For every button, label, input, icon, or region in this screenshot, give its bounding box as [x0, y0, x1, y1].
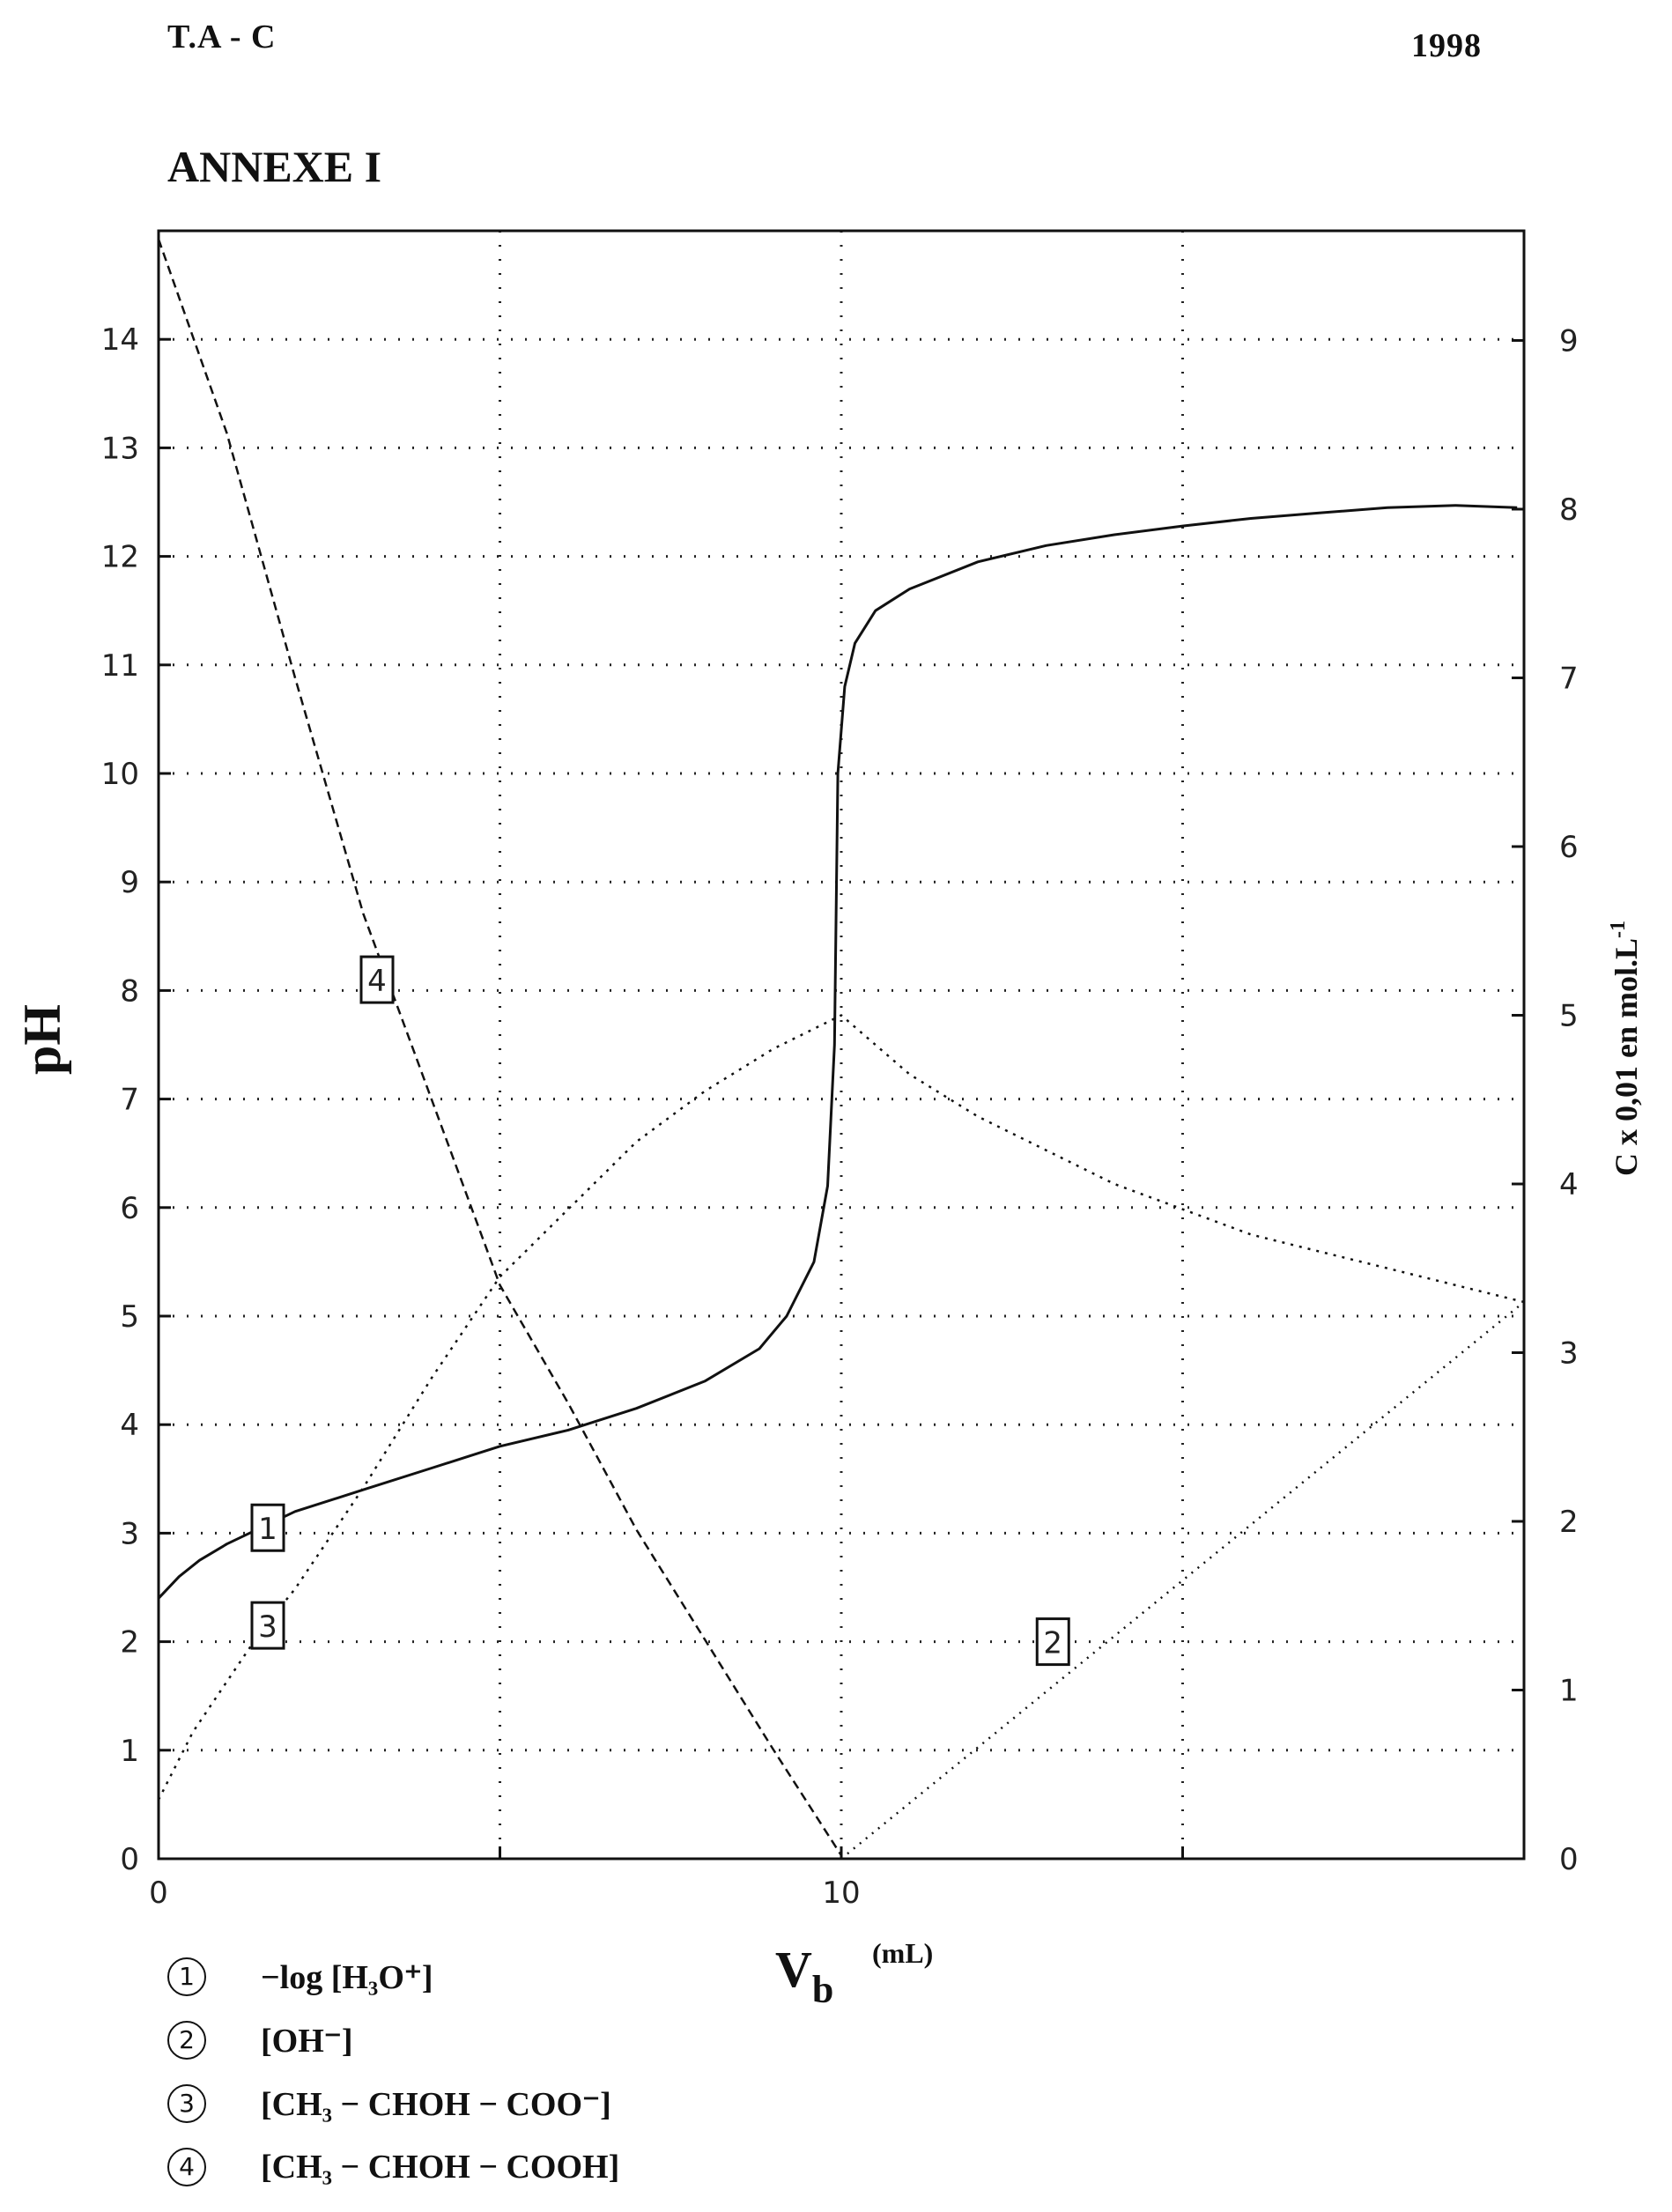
- y-tick-label: 5: [120, 1299, 139, 1335]
- legend-number-4: 4: [167, 2148, 206, 2186]
- curve-label-box-1: [250, 1503, 285, 1552]
- y-tick-label: 3: [120, 1516, 139, 1551]
- y2-tick-label: 2: [1559, 1505, 1579, 1540]
- curve-label-1: 1: [258, 1512, 277, 1547]
- y-axis-title: pH: [13, 1004, 71, 1075]
- y-tick-label: 8: [120, 973, 139, 1009]
- header-left: T.A - C: [167, 18, 277, 55]
- series-layer: [157, 239, 1525, 1860]
- legend-text-1: −log [H₃O⁺]: [261, 1958, 433, 1996]
- x-tick-label: 0: [149, 1875, 168, 1911]
- y-tick-label: 11: [101, 648, 139, 684]
- y-tick-label: 7: [120, 1083, 139, 1118]
- curve-label-box-3: [250, 1601, 285, 1650]
- curve-label-3: 3: [258, 1609, 277, 1645]
- y-tick-label: 13: [101, 431, 139, 466]
- x-axis-unit: (mL): [872, 1937, 933, 1969]
- x-tick-label: 10: [822, 1875, 860, 1911]
- curve-label-4: 4: [367, 964, 387, 999]
- y-tick-label: 14: [101, 322, 139, 358]
- curve-label-box-2: [1035, 1617, 1070, 1667]
- y2-tick-label: 3: [1559, 1335, 1579, 1371]
- legend-number-3: 3: [167, 2084, 206, 2123]
- curve-labels: 1 3 4 2: [250, 955, 1070, 1667]
- y-tick-label: 0: [120, 1842, 139, 1877]
- series-line-3: [157, 1014, 1525, 1801]
- y2-axis-title-main: C x 0,01 en mol.L: [1609, 938, 1644, 1176]
- series-line-2: [840, 1301, 1525, 1860]
- legend: 1 −log [H₃O⁺] 2 [OH⁻] 3 [CH₃ − CHOH − CO…: [167, 1945, 619, 2199]
- annex-title: ANNEXE I: [167, 142, 382, 191]
- legend-text-4: [CH₃ − CHOH − COOH]: [261, 2149, 620, 2186]
- y-tick-label: 6: [120, 1191, 139, 1226]
- legend-item-3: 3 [CH₃ − CHOH − COO⁻]: [167, 2072, 619, 2135]
- legend-item-1: 1 −log [H₃O⁺]: [167, 1945, 619, 2009]
- y-tick-label: 12: [101, 540, 139, 575]
- y2-tick-label: 0: [1559, 1842, 1579, 1877]
- header-year: 1998: [1411, 27, 1482, 64]
- y2-axis-title-sup: -1: [1607, 921, 1630, 938]
- legend-item-4: 4 [CH₃ − CHOH − COOH]: [167, 2135, 619, 2199]
- y-tick-label: 4: [120, 1408, 139, 1443]
- grid-lines: [159, 231, 1524, 1859]
- y-tick-label: 2: [120, 1625, 139, 1661]
- legend-item-2: 2 [OH⁻]: [167, 2009, 619, 2072]
- x-axis-title-sub: b: [812, 1968, 833, 2009]
- y2-tick-label: 1: [1559, 1673, 1579, 1708]
- legend-number-1: 1: [167, 1957, 206, 1996]
- y2-tick-label: 5: [1559, 998, 1579, 1033]
- y2-tick-label: 4: [1559, 1167, 1579, 1202]
- legend-text-2: [OH⁻]: [261, 2022, 353, 2060]
- series-line-1: [157, 504, 1518, 1600]
- curve-label-2: 2: [1043, 1626, 1062, 1661]
- x-axis-title: Vb: [775, 1941, 833, 2009]
- x-axis-title-main: V: [775, 1941, 812, 1998]
- legend-number-2: 2: [167, 2021, 206, 2060]
- y2-tick-label: 6: [1559, 830, 1579, 865]
- y2-tick-label: 9: [1559, 323, 1579, 359]
- y2-tick-label: 7: [1559, 661, 1579, 696]
- curve-label-box-4: [359, 955, 395, 1004]
- series-line-4: [157, 239, 843, 1856]
- legend-text-3: [CH₃ − CHOH − COO⁻]: [261, 2085, 611, 2123]
- y-tick-label: 9: [120, 865, 139, 900]
- y2-axis-title: C x 0,01 en mol.L-1: [1607, 921, 1644, 1176]
- y-tick-label: 10: [101, 757, 139, 792]
- plot-frame: [157, 229, 1526, 1861]
- y2-tick-label: 8: [1559, 492, 1579, 528]
- y-tick-label: 1: [120, 1734, 139, 1769]
